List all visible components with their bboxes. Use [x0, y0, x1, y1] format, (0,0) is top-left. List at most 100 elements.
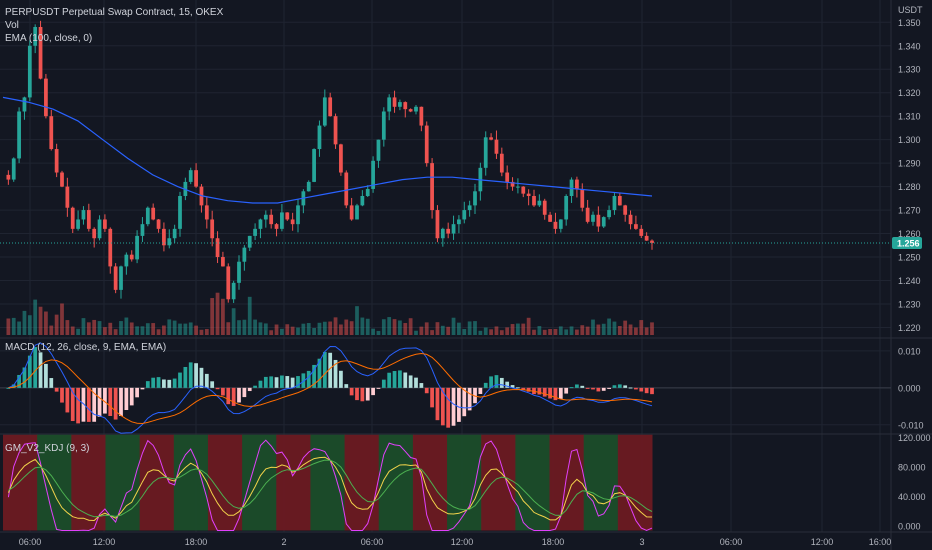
- candle-body: [204, 205, 209, 220]
- macd-histogram-bar: [97, 387, 102, 417]
- candle-body: [258, 219, 263, 229]
- price-tick-label: 1.280: [898, 182, 921, 192]
- macd-histogram-bar: [54, 387, 59, 392]
- volume-bar: [11, 317, 16, 335]
- time-tick-label: 12:00: [93, 537, 116, 547]
- volume-bar: [333, 317, 338, 335]
- macd-histogram-bar: [349, 387, 354, 396]
- macd-histogram-bar: [333, 359, 338, 388]
- candle-body: [322, 97, 327, 126]
- candle-body: [162, 228, 166, 246]
- volume-bar: [210, 298, 215, 335]
- volume-bar: [86, 322, 91, 335]
- volume-bar: [156, 329, 161, 335]
- volume-bar: [129, 322, 134, 335]
- volume-bar: [355, 306, 359, 335]
- candle-body: [44, 78, 48, 117]
- volume-bar: [199, 329, 204, 335]
- volume-bar: [124, 317, 129, 335]
- volume-bar: [76, 328, 80, 335]
- macd-histogram-bar: [499, 377, 504, 388]
- candle-body: [494, 139, 499, 154]
- macd-histogram-bar: [263, 376, 268, 388]
- volume-bar: [221, 298, 225, 335]
- macd-histogram-bar: [135, 387, 139, 398]
- macd-histogram-bar: [521, 387, 526, 390]
- macd-histogram-bar: [145, 381, 150, 388]
- macd-histogram-bar: [247, 387, 252, 392]
- volume-bar: [103, 327, 107, 335]
- candle-body: [49, 116, 54, 150]
- candle-body: [317, 125, 322, 150]
- volume-bar: [612, 321, 617, 335]
- candle-body: [457, 219, 461, 225]
- macd-histogram-bar: [215, 387, 220, 390]
- candle-body: [510, 181, 515, 187]
- macd-histogram-bar: [33, 347, 38, 388]
- volume-bar: [140, 326, 145, 335]
- volume-bar: [526, 317, 531, 335]
- kdj-region-down: [276, 434, 311, 531]
- volume-bar: [97, 321, 102, 335]
- price-tick-label: 1.290: [898, 159, 921, 169]
- macd-histogram-bar: [339, 370, 343, 388]
- volume-bar: [119, 321, 123, 335]
- macd-histogram-bar: [290, 377, 295, 388]
- macd-histogram-bar: [558, 387, 563, 399]
- macd-line: [8, 342, 653, 434]
- macd-histogram-bar: [38, 352, 43, 388]
- macd-histogram-bar: [119, 387, 123, 416]
- kdj-tick-label: 0.000: [898, 522, 921, 532]
- macd-histogram-bar: [70, 387, 75, 422]
- volume-bar: [65, 320, 70, 335]
- volume-bar: [516, 323, 520, 335]
- volume-bar: [467, 321, 472, 335]
- candle-body: [33, 26, 38, 46]
- candle-body: [11, 158, 16, 180]
- macd-histogram-bar: [612, 385, 617, 388]
- candle-body: [553, 221, 558, 229]
- candle-body: [226, 266, 231, 300]
- macd-histogram-bar: [430, 387, 434, 408]
- macd-histogram-bar: [580, 385, 585, 388]
- volume-bar: [162, 325, 166, 335]
- macd-histogram-bar: [639, 387, 644, 392]
- macd-histogram-bar: [478, 387, 483, 394]
- candle-body: [634, 224, 638, 229]
- main-legend: PERPUSDT Perpetual Swap Contract, 15, OK…: [5, 6, 223, 45]
- macd-histogram-bar: [65, 387, 70, 413]
- volume-bar: [440, 325, 445, 335]
- candle-body: [312, 149, 316, 182]
- candle-body: [408, 109, 413, 112]
- candle-body: [108, 228, 113, 267]
- macd-histogram-bar: [526, 387, 531, 392]
- volume-bar: [328, 321, 333, 335]
- candle-body: [628, 214, 633, 225]
- candle-body: [526, 193, 531, 196]
- macd-histogram-bar: [489, 376, 493, 388]
- volume-bar: [489, 329, 493, 335]
- candle-body: [591, 214, 595, 222]
- candle-body: [435, 210, 440, 239]
- macd-histogram-bar: [280, 375, 284, 388]
- time-tick-label: 12:00: [451, 537, 474, 547]
- candle-body: [398, 102, 402, 107]
- last-price-tag: [892, 236, 922, 249]
- candle-body: [124, 254, 129, 267]
- macd-histogram-bar: [596, 387, 601, 392]
- volume-bar: [226, 322, 231, 335]
- volume-bar: [280, 328, 284, 335]
- macd-histogram-bar: [22, 367, 27, 388]
- macd-histogram-bar: [634, 387, 638, 390]
- macd-histogram-bar: [86, 387, 91, 422]
- macd-histogram-bar: [231, 387, 236, 406]
- candle-body: [542, 200, 547, 215]
- macd-histogram-bar: [151, 377, 156, 388]
- volume-bar: [451, 317, 456, 335]
- candle-body: [564, 195, 569, 220]
- candle-body: [558, 219, 563, 229]
- volume-bar: [38, 306, 43, 335]
- candle-body: [27, 45, 32, 98]
- candle-body: [210, 219, 215, 239]
